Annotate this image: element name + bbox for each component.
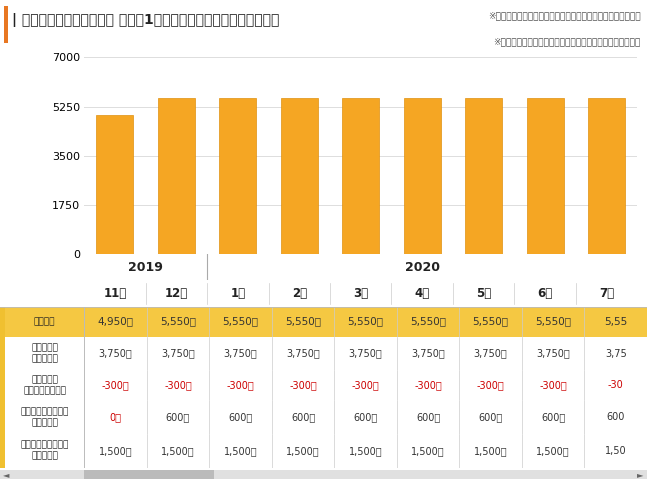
Bar <box>404 98 441 254</box>
Bar <box>96 115 133 254</box>
Text: フレッツ光
月額利用料割引額: フレッツ光 月額利用料割引額 <box>23 376 66 395</box>
Text: 5,550円: 5,550円 <box>223 317 258 327</box>
Text: 5,550円: 5,550円 <box>160 317 196 327</box>
Text: ※料金は一例です。お客さまのご利用状況により異なります。: ※料金は一例です。お客さまのご利用状況により異なります。 <box>488 11 641 21</box>
Bar <box>465 98 502 254</box>
Text: 600円: 600円 <box>353 412 378 422</box>
Text: 11月: 11月 <box>104 287 126 300</box>
Text: ►: ► <box>637 470 644 479</box>
Text: 600円: 600円 <box>228 412 252 422</box>
Bar <box>84 470 214 479</box>
Text: 5,55: 5,55 <box>604 317 628 327</box>
Bar <box>0 400 5 434</box>
Text: 600円: 600円 <box>166 412 190 422</box>
Text: 1,500円: 1,500円 <box>224 446 258 456</box>
Text: 3,750円: 3,750円 <box>474 349 507 358</box>
Text: 3,750円: 3,750円 <box>411 349 445 358</box>
Text: 7月: 7月 <box>599 287 614 300</box>
Text: -300円: -300円 <box>540 380 567 390</box>
Text: -300円: -300円 <box>226 380 254 390</box>
Text: -300円: -300円 <box>414 380 442 390</box>
Text: ◄: ◄ <box>3 470 10 479</box>
Text: 1,500円: 1,500円 <box>474 446 507 456</box>
Text: プロバイダサービス
月額利用料: プロバイダサービス 月額利用料 <box>21 407 69 427</box>
Text: 2020: 2020 <box>404 261 440 274</box>
Text: -300円: -300円 <box>352 380 379 390</box>
Text: 3,750円: 3,750円 <box>286 349 320 358</box>
Bar <box>0 470 647 479</box>
Bar <box>342 98 379 254</box>
Text: 600円: 600円 <box>479 412 503 422</box>
Text: 1,500円: 1,500円 <box>536 446 570 456</box>
Text: | 月々のお支払いイメージ （翌月1日に開通した場合のモデル料金）: | 月々のお支払いイメージ （翌月1日に開通した場合のモデル料金） <box>12 13 279 27</box>
Bar <box>588 98 625 254</box>
Text: 2019: 2019 <box>128 261 163 274</box>
Text: 3,750円: 3,750円 <box>536 349 570 358</box>
Text: 1,500円: 1,500円 <box>161 446 195 456</box>
Text: 600円: 600円 <box>416 412 440 422</box>
Text: -300円: -300円 <box>477 380 505 390</box>
Text: 5月: 5月 <box>476 287 491 300</box>
Text: 600円: 600円 <box>541 412 565 422</box>
Bar <box>158 98 195 254</box>
Bar <box>4 6 8 43</box>
Text: 6月: 6月 <box>538 287 553 300</box>
Text: 600円: 600円 <box>291 412 315 422</box>
Text: 5,550円: 5,550円 <box>347 317 384 327</box>
Bar <box>0 434 5 468</box>
Text: 5,550円: 5,550円 <box>535 317 571 327</box>
Bar <box>527 98 564 254</box>
Text: 1月: 1月 <box>230 287 245 300</box>
Text: 3,750円: 3,750円 <box>161 349 195 358</box>
Bar <box>219 98 256 254</box>
Text: 3,750円: 3,750円 <box>98 349 132 358</box>
Text: 12月: 12月 <box>165 287 188 300</box>
Text: 0円: 0円 <box>109 412 122 422</box>
Text: 5,550円: 5,550円 <box>285 317 321 327</box>
Text: ※表示金額は、特に記載のある場合を除きすべて税抜です。: ※表示金額は、特に記載のある場合を除きすべて税抜です。 <box>493 37 641 46</box>
Text: -30: -30 <box>608 380 624 390</box>
Text: 1,500円: 1,500円 <box>98 446 132 456</box>
Text: -300円: -300円 <box>102 380 129 390</box>
Text: 4月: 4月 <box>415 287 430 300</box>
Text: 1,500円: 1,500円 <box>286 446 320 456</box>
Text: 概算料金: 概算料金 <box>34 317 56 326</box>
Text: 1,500円: 1,500円 <box>349 446 382 456</box>
Bar <box>0 307 5 337</box>
Text: フレッツ光
月額利用料: フレッツ光 月額利用料 <box>31 343 58 364</box>
Text: 1,50: 1,50 <box>605 446 626 456</box>
Text: 3月: 3月 <box>353 287 368 300</box>
Bar <box>281 98 318 254</box>
Text: 1,500円: 1,500円 <box>411 446 445 456</box>
Text: 5,550円: 5,550円 <box>473 317 509 327</box>
Text: 4,950円: 4,950円 <box>98 317 133 327</box>
Text: オプションサービス
月額利用料: オプションサービス 月額利用料 <box>21 441 69 461</box>
Bar <box>0 337 5 370</box>
Text: 3,750円: 3,750円 <box>224 349 258 358</box>
Text: -300円: -300円 <box>289 380 317 390</box>
Text: 3,75: 3,75 <box>605 349 626 358</box>
Text: 3,750円: 3,750円 <box>349 349 382 358</box>
Text: 600: 600 <box>606 412 625 422</box>
Text: 5,550円: 5,550円 <box>410 317 446 327</box>
Bar <box>0 370 5 400</box>
Text: -300円: -300円 <box>164 380 192 390</box>
Text: 2月: 2月 <box>292 287 307 300</box>
